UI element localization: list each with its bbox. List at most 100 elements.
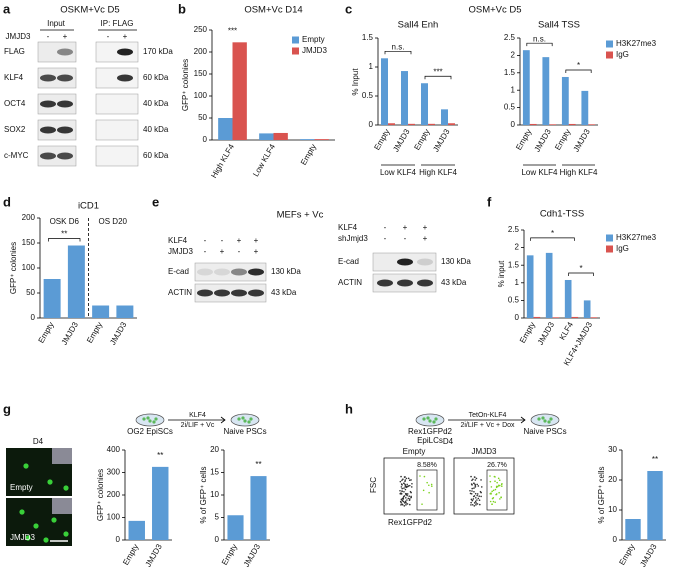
blot-band: [417, 258, 433, 266]
x-tick-label: JMJD3: [572, 127, 593, 154]
flow-event: [410, 496, 413, 499]
legend-swatch: [606, 234, 613, 242]
legend-label: IgG: [616, 50, 629, 59]
blot-size: 40 kDa: [143, 99, 169, 108]
y-tick-label: 1.5: [508, 260, 520, 269]
flow-event: [480, 479, 482, 481]
flow-event: [474, 479, 477, 481]
lane-sign: +: [63, 32, 68, 41]
significance-bracket: [568, 272, 594, 276]
flow-event: [403, 487, 405, 489]
lane-sign: +: [123, 32, 128, 41]
cell-label: Naive PSCs: [523, 427, 566, 436]
colony: [19, 509, 25, 515]
y-axis-label: GFP⁺ colonies: [96, 469, 105, 521]
legend-swatch: [606, 245, 613, 253]
colony: [25, 535, 31, 541]
y-tick-label: 1.5: [362, 33, 374, 42]
colony: [432, 420, 436, 424]
x-tick-label: JMJD3: [242, 542, 263, 569]
arrow: [448, 416, 526, 424]
flow-event: [408, 479, 411, 482]
blot-band: [40, 74, 56, 82]
y-axis-label: GFP⁺ colonies: [9, 242, 18, 294]
legend-label: H3K27me3: [616, 233, 657, 242]
flow-event: [404, 501, 406, 504]
flow-event: [407, 485, 410, 487]
flow-event: [477, 497, 480, 500]
significance-bracket: [384, 50, 412, 55]
x-tick-label: Empty: [372, 128, 391, 152]
y-tick-label: 50: [198, 113, 207, 122]
blot-band: [57, 100, 73, 108]
colony: [142, 417, 146, 421]
bar: [542, 57, 550, 125]
flow-event: [401, 479, 403, 482]
flow-event: [475, 497, 477, 499]
flow-event: [496, 481, 498, 484]
y-tick-label: 0.5: [362, 91, 374, 100]
bar: [545, 252, 553, 318]
flow-event: [480, 491, 482, 494]
colony: [63, 531, 69, 537]
bar: [647, 471, 663, 540]
flow-event: [475, 477, 478, 480]
y-tick-label: 100: [194, 91, 208, 100]
flow-event: [407, 497, 410, 500]
chart-title: Sall4 Enh: [398, 20, 439, 31]
flow-event: [494, 480, 496, 483]
flow-event: [400, 475, 402, 478]
flow-event: [476, 493, 479, 495]
group-label: Low KLF4: [521, 168, 558, 177]
cell-label: EpiLCs: [417, 436, 443, 445]
y-tick-label: 2: [511, 51, 516, 60]
flow-event: [419, 475, 421, 477]
flow-event: [402, 478, 404, 481]
significance-label: **: [652, 455, 658, 464]
inset: [52, 498, 72, 514]
flow-event: [476, 499, 478, 501]
flow-event: [400, 486, 403, 488]
row-label: JMJD3: [6, 32, 31, 41]
flow-event: [409, 498, 411, 500]
gate-label: 8.58%: [417, 462, 437, 469]
blot: [194, 283, 267, 303]
gate: [486, 469, 508, 511]
blot-band: [397, 279, 413, 287]
bar: [568, 123, 576, 125]
bar: [381, 58, 388, 125]
panel-label: h: [345, 401, 353, 416]
flow-event: [405, 497, 407, 499]
flow-event: [405, 493, 407, 496]
y-axis-label: % input: [497, 260, 506, 287]
y-tick-label: 400: [107, 445, 121, 454]
blot-band: [248, 268, 264, 276]
flow-event: [402, 498, 405, 500]
flow-event: [428, 484, 430, 487]
significance-bracket: [530, 237, 575, 241]
chart-title: iCD1: [78, 201, 99, 212]
x-tick-label: JMJD3: [60, 320, 81, 347]
flow-event: [406, 483, 408, 486]
flow-event: [492, 500, 495, 503]
bar: [259, 133, 274, 140]
blot-size: 43 kDa: [441, 278, 467, 287]
x-tick-label: Low KLF4: [251, 142, 277, 178]
colony: [426, 416, 430, 420]
y-tick-label: 1.5: [504, 68, 516, 77]
flow-event: [473, 482, 475, 485]
y-axis-label: % of GFP⁺ cells: [597, 466, 606, 523]
lane-sign: +: [423, 223, 428, 232]
x-tick-label: Empty: [518, 321, 537, 345]
x-tick-label: Empty: [617, 543, 636, 567]
flow-event: [403, 476, 406, 478]
colony: [549, 417, 553, 421]
bar: [428, 123, 435, 125]
y-tick-label: 200: [107, 490, 121, 499]
blot-size: 60 kDa: [143, 73, 169, 82]
flow-event: [471, 487, 474, 490]
bar: [441, 109, 448, 125]
flow-event: [406, 494, 408, 497]
flow-event: [473, 505, 476, 507]
